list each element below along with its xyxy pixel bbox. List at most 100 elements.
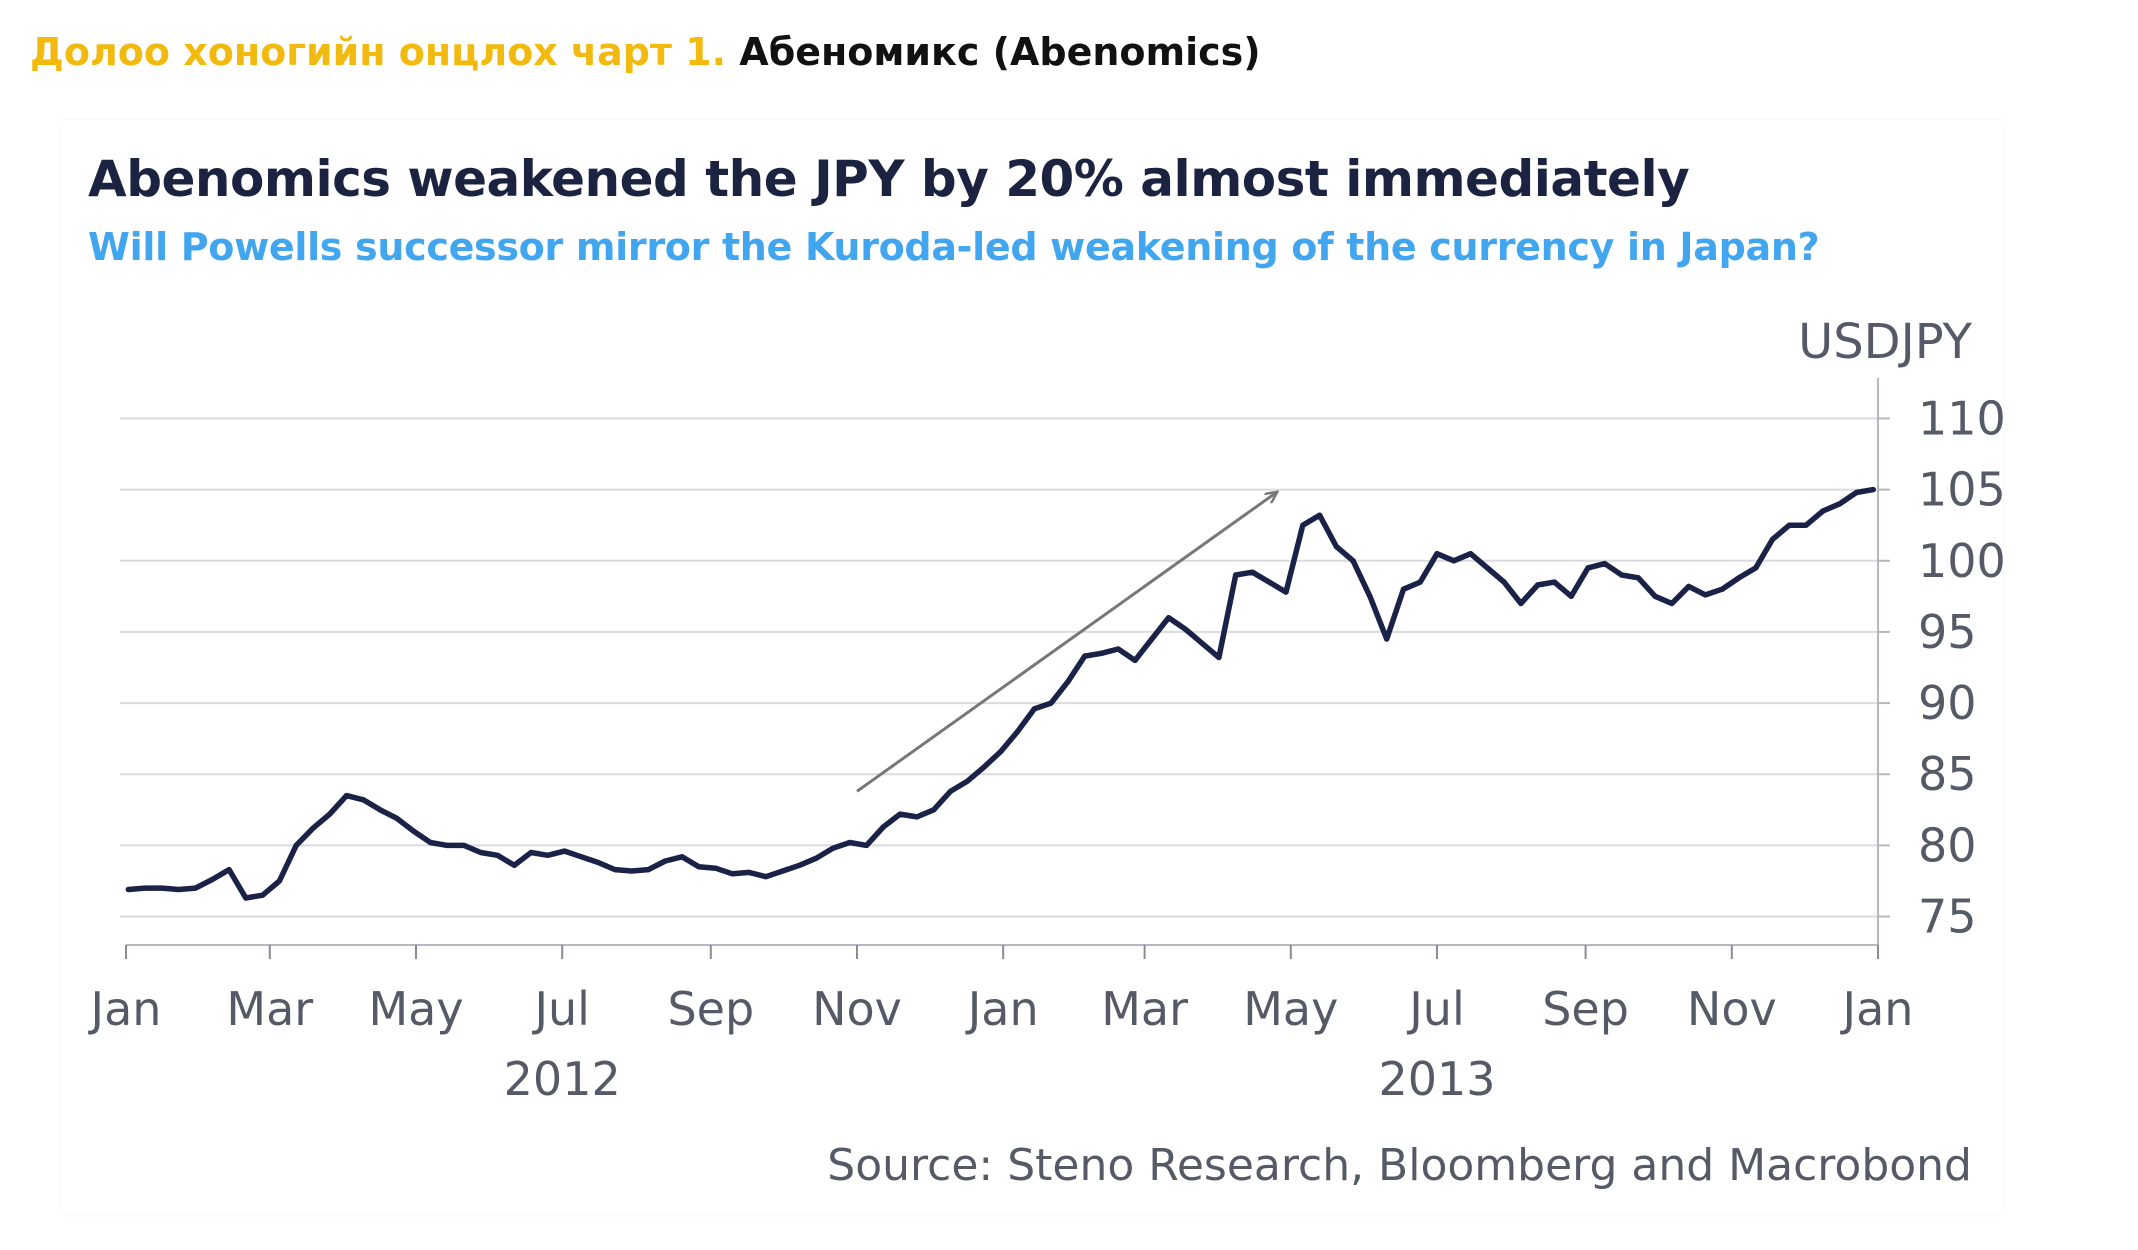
data-point [931,807,937,813]
data-point [427,839,433,846]
data-point [1585,565,1591,571]
data-point [1518,600,1524,607]
data-point [629,868,635,874]
data-point [159,885,165,891]
data-point [260,892,266,898]
caption-name: Абеномикс (Abenomics) [739,30,1261,74]
data-point [1065,679,1071,685]
data-point [545,852,551,858]
data-point [226,866,232,873]
data-point [998,748,1004,755]
data-point [1400,586,1407,592]
y-tick-label: 110 [1918,391,2006,445]
y-tick-label: 100 [1918,534,2006,588]
data-point [1417,579,1423,585]
x-tick-label: Jul [1406,982,1465,1036]
y-tick-label: 90 [1918,676,1977,730]
data-point [444,842,450,848]
data-point [1283,589,1289,595]
data-point [1367,593,1373,599]
data-point [813,855,819,861]
x-year-label: 2013 [1378,1052,1495,1106]
x-tick-label: Mar [226,982,313,1036]
data-point [1384,636,1390,642]
data-point [1434,551,1440,557]
data-point [981,764,987,770]
data-point [1216,654,1222,661]
data-point [1115,646,1121,652]
data-point [1149,636,1155,642]
x-tick-label: Jan [1840,982,1914,1036]
data-point [1535,582,1541,588]
data-point [1618,572,1625,578]
data-point [377,807,383,813]
data-point [1249,569,1256,575]
x-year-label: 2012 [504,1052,621,1106]
data-point [1719,586,1725,592]
x-tick-label: Sep [667,982,754,1036]
data-point [796,862,803,868]
data-point [494,852,501,858]
data-point [612,866,618,873]
y-tick-label: 105 [1918,463,2006,517]
figure-caption: Долоо хоногийн онцлох чарт 1. Абеномикс … [30,30,1261,74]
data-point [1786,522,1792,528]
y-tick-label: 75 [1918,890,1977,944]
data-point [1300,522,1306,528]
series-line-usdjpy [125,486,1876,901]
data-point [863,842,870,848]
data-point [142,885,148,891]
data-point [645,866,652,873]
data-point [511,862,517,868]
data-point [1820,508,1826,514]
data-point [276,878,282,884]
data-point [1551,579,1558,585]
data-point [1132,657,1138,663]
data-point [1333,543,1339,550]
data-point [327,811,333,817]
data-point [662,858,668,864]
data-point [360,797,366,803]
data-point [964,778,970,784]
data-point [1853,489,1860,496]
data-point [897,811,903,817]
x-tick-label: May [368,982,463,1036]
data-point [310,825,316,831]
data-point [1266,579,1272,585]
chart-title: Abenomics weakened the JPY by 20% almost… [88,150,1690,208]
data-point [729,871,735,877]
data-point [1467,551,1474,557]
data-point [1568,593,1574,599]
data-point [1501,579,1507,585]
data-point [1031,706,1037,712]
data-point [1082,653,1088,659]
data-point [243,895,249,901]
data-point [1635,575,1641,581]
data-point [746,869,752,876]
data-point [1837,501,1843,507]
data-point [763,874,769,880]
caption-prefix: Долоо хоногийн онцлох чарт 1. [30,30,727,74]
data-point [1165,615,1172,621]
data-point [125,886,131,893]
data-point [343,792,350,799]
data-point [478,849,484,856]
x-tick-label: Mar [1101,982,1188,1036]
data-point [914,814,920,820]
data-point [1769,536,1776,543]
data-point [1484,565,1490,571]
data-point [780,868,786,874]
y-axis-label: USDJPY [1798,314,1973,370]
data-point [528,849,534,856]
data-point [1233,572,1239,578]
data-point [679,854,685,860]
data-point [712,865,719,871]
data-point [1098,650,1105,656]
data-point [1753,565,1759,571]
data-point [1669,600,1675,607]
y-tick-label: 95 [1918,605,1977,659]
x-tick-label: Nov [812,982,902,1036]
data-point [461,842,467,848]
data-point [176,886,182,893]
